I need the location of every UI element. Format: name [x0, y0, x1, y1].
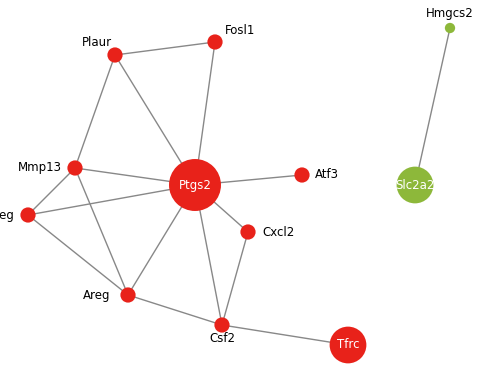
Text: Ptgs2: Ptgs2	[178, 178, 212, 192]
Point	[244, 229, 252, 235]
Point	[211, 39, 219, 45]
Point	[191, 182, 199, 188]
Point	[24, 212, 32, 218]
Text: Cxcl2: Cxcl2	[262, 225, 294, 238]
Point	[218, 322, 226, 328]
Text: Tfrc: Tfrc	[337, 339, 359, 352]
Point	[344, 342, 352, 348]
Point	[298, 172, 306, 178]
Point	[446, 25, 454, 31]
Text: Fosl1: Fosl1	[225, 24, 256, 36]
Text: Ereg: Ereg	[0, 209, 15, 221]
Text: Hmgcs2: Hmgcs2	[426, 7, 474, 20]
Point	[111, 52, 119, 58]
Point	[124, 292, 132, 298]
Text: Atf3: Atf3	[315, 169, 339, 181]
Text: Mmp13: Mmp13	[18, 162, 62, 174]
Text: Areg: Areg	[82, 289, 110, 301]
Text: Slc2a2: Slc2a2	[396, 178, 434, 192]
Point	[411, 182, 419, 188]
Text: Plaur: Plaur	[82, 36, 112, 49]
Point	[71, 165, 79, 171]
Text: Csf2: Csf2	[209, 332, 235, 345]
